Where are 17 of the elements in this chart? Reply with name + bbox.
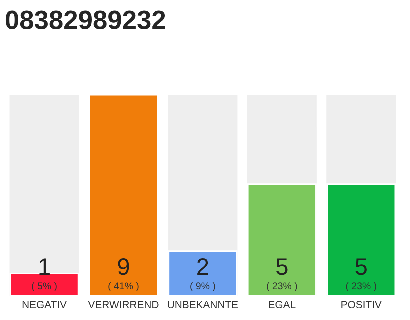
chart-title: 08382989232 [6, 10, 166, 30]
data-label: 2 [198, 258, 208, 275]
data-label: 1 [40, 258, 50, 275]
data-label: 5 [356, 258, 367, 276]
data-label: 9 [118, 258, 130, 276]
annotation: ( 23% ) [267, 282, 298, 292]
bar [168, 250, 238, 296]
data-label: 5 [276, 258, 288, 276]
x-tick-label: UNBEKANNTE [168, 301, 238, 309]
x-tick-label: NEGATIV [22, 301, 67, 309]
annotation: ( 9% ) [190, 282, 216, 292]
x-tick-label: POSITIV [342, 301, 382, 309]
x-tick-label: EGAL [269, 301, 296, 309]
annotation: ( 23% ) [346, 282, 376, 292]
x-tick-label: VERWIRREND [88, 301, 159, 308]
annotation: ( 41% ) [108, 282, 139, 292]
annotation: ( 5% ) [32, 282, 57, 292]
